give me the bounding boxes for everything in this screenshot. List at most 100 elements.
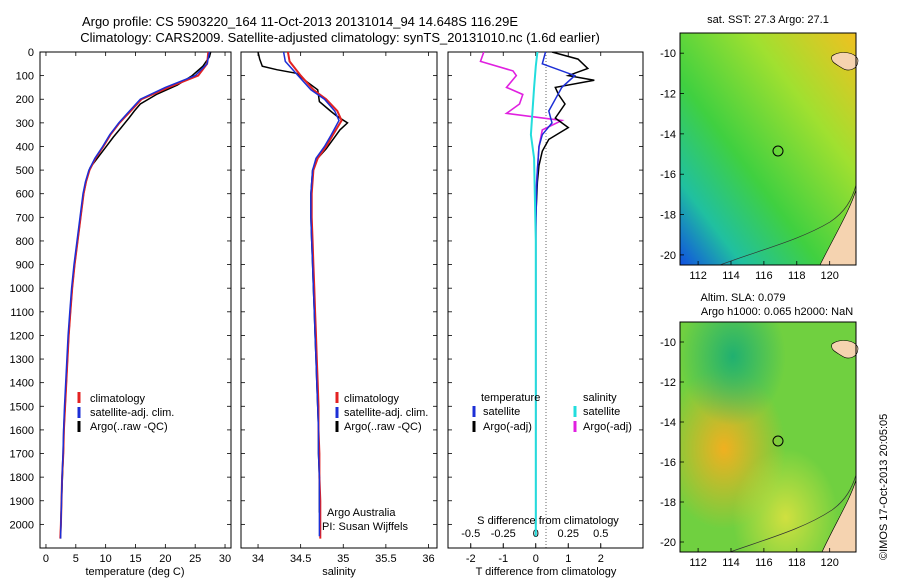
argo-australia-annotation: Argo Australia bbox=[327, 507, 396, 519]
lon-tick-label: 118 bbox=[788, 557, 806, 569]
difference-legend: temperature satellite Argo(-adj) salinit… bbox=[472, 392, 632, 433]
lat-tick-label: -20 bbox=[660, 250, 676, 262]
temperature-satellite-line bbox=[59, 52, 211, 539]
lat-tick-label: -14 bbox=[660, 129, 676, 141]
lon-tick-label: 120 bbox=[821, 557, 839, 569]
x-tick-label: -2 bbox=[466, 553, 476, 565]
s-difference-axis: -0.5 -0.25 0 0.25 0.5 bbox=[461, 528, 608, 548]
salinity-argo-line bbox=[257, 52, 349, 513]
s-difference-label: S difference from climatology bbox=[477, 515, 619, 527]
sla-anomaly-mid bbox=[680, 322, 856, 552]
x-tick-label: 0 bbox=[533, 553, 539, 565]
contour-sla bbox=[729, 474, 857, 553]
sst-map-frame bbox=[679, 32, 857, 266]
temperature-argo-line bbox=[59, 52, 212, 534]
lat-tick-label: -12 bbox=[660, 377, 676, 389]
legend-label-t-satellite: satellite bbox=[483, 406, 520, 418]
depth-tick-label: 600 bbox=[16, 189, 34, 201]
lon-tick-label: 112 bbox=[689, 557, 707, 569]
x-tick-label: 1 bbox=[565, 553, 571, 565]
lon-tick-label: 120 bbox=[821, 270, 839, 282]
legend-label-argo: Argo(..raw -QC) bbox=[90, 421, 168, 433]
depth-tick-label: 900 bbox=[16, 260, 34, 272]
depth-tick-label: 1900 bbox=[10, 496, 34, 508]
salinity-climatology-line bbox=[286, 52, 343, 539]
pi-annotation: PI: Susan Wijffels bbox=[322, 521, 408, 533]
legend-label-s-satellite: satellite bbox=[583, 406, 620, 418]
t-difference-axis-label: T difference from climatology bbox=[476, 566, 617, 578]
sst-field bbox=[680, 33, 856, 265]
lat-tick-label: -16 bbox=[660, 169, 676, 181]
temperature-axis-label: temperature (deg C) bbox=[85, 566, 184, 578]
depth-tick-label: 700 bbox=[16, 212, 34, 224]
temperature-panel-frame bbox=[39, 51, 232, 549]
lat-tick-label: -16 bbox=[660, 457, 676, 469]
s-tick-label: 0.5 bbox=[593, 528, 608, 540]
island-sla bbox=[831, 340, 859, 359]
legend-label-t-argo: Argo(-adj) bbox=[483, 421, 532, 433]
depth-axis: 0 100 200 300 400 500 600 700 800 900 1000 1100 1200… bbox=[10, 47, 643, 531]
depth-tick-label: 1200 bbox=[10, 330, 34, 342]
figure-title-line2: Climatology: CARS2009. Satellite-adjuste… bbox=[80, 30, 600, 45]
x-tick-label: 34.5 bbox=[290, 553, 311, 565]
depth-tick-label: 500 bbox=[16, 165, 34, 177]
lon-tick-label: 114 bbox=[722, 557, 740, 569]
sst-map-axes: -10 -12 -14 -16 -18 -20 112 114 116 118 120 bbox=[660, 48, 839, 282]
salinity-panel-frame bbox=[240, 51, 438, 549]
lat-tick-label: -18 bbox=[660, 497, 676, 509]
legend-label-climatology: climatology bbox=[90, 393, 146, 405]
argo-position-marker-sst bbox=[772, 145, 784, 157]
x-tick-label: 10 bbox=[100, 553, 112, 565]
lon-tick-label: 112 bbox=[689, 270, 707, 282]
depth-tick-label: 800 bbox=[16, 236, 34, 248]
x-tick-label: 0 bbox=[43, 553, 49, 565]
depth-tick-label: 1300 bbox=[10, 354, 34, 366]
depth-tick-label: 300 bbox=[16, 118, 34, 130]
lat-tick-label: -14 bbox=[660, 417, 676, 429]
salinity-satellite-difference-line bbox=[529, 52, 539, 537]
x-tick-label: 5 bbox=[73, 553, 79, 565]
sst-map bbox=[679, 32, 859, 266]
legend-heading-temperature: temperature bbox=[481, 392, 540, 404]
x-tick-label: 36 bbox=[422, 553, 434, 565]
legend-label-s-argo: Argo(-adj) bbox=[583, 421, 632, 433]
depth-tick-label: 1100 bbox=[10, 307, 34, 319]
x-tick-label: -1 bbox=[498, 553, 508, 565]
depth-tick-label: 1600 bbox=[10, 425, 34, 437]
sla-map bbox=[679, 321, 859, 553]
salinity-x-axis: 34 34.5 35 35.5 36 bbox=[252, 52, 435, 565]
salinity-axis-label: salinity bbox=[322, 566, 356, 578]
legend-label-argo: Argo(..raw -QC) bbox=[344, 421, 422, 433]
legend-label-satellite: satellite-adj. clim. bbox=[90, 407, 174, 419]
legend-label-satellite: satellite-adj. clim. bbox=[344, 407, 428, 419]
x-tick-label: 35.5 bbox=[375, 553, 396, 565]
temperature-argo-difference-line bbox=[535, 52, 595, 525]
figure-title-line1: Argo profile: CS 5903220_164 11-Oct-2013… bbox=[82, 14, 518, 29]
temperature-climatology-line bbox=[59, 52, 210, 539]
lat-tick-label: -10 bbox=[660, 337, 676, 349]
x-tick-label: 30 bbox=[219, 553, 231, 565]
depth-tick-label: 0 bbox=[28, 47, 34, 59]
x-tick-label: 2 bbox=[598, 553, 604, 565]
x-tick-label: 25 bbox=[189, 553, 201, 565]
legend-heading-salinity: salinity bbox=[583, 392, 617, 404]
depth-tick-label: 1700 bbox=[10, 449, 34, 461]
depth-tick-label: 1400 bbox=[10, 378, 34, 390]
x-tick-label: 34 bbox=[252, 553, 264, 565]
sla-map-frame bbox=[679, 321, 857, 553]
depth-tick-label: 1500 bbox=[10, 401, 34, 413]
s-tick-label: -0.5 bbox=[461, 528, 480, 540]
legend-label-climatology: climatology bbox=[344, 393, 400, 405]
lon-tick-label: 118 bbox=[788, 270, 806, 282]
x-tick-label: 15 bbox=[129, 553, 141, 565]
sst-map-title: sat. SST: 27.3 Argo: 27.1 bbox=[707, 14, 829, 26]
depth-tick-label: 2000 bbox=[10, 519, 34, 531]
depth-tick-label: 100 bbox=[16, 71, 34, 83]
lat-tick-label: -20 bbox=[660, 537, 676, 549]
lat-tick-label: -10 bbox=[660, 48, 676, 60]
salinity-legend: climatology satellite-adj. clim. Argo(..… bbox=[335, 392, 428, 433]
temperature-legend: climatology satellite-adj. clim. Argo(..… bbox=[77, 392, 174, 433]
depth-tick-label: 200 bbox=[16, 94, 34, 106]
temperature-x-axis: 0 5 10 15 20 25 30 bbox=[43, 52, 231, 565]
